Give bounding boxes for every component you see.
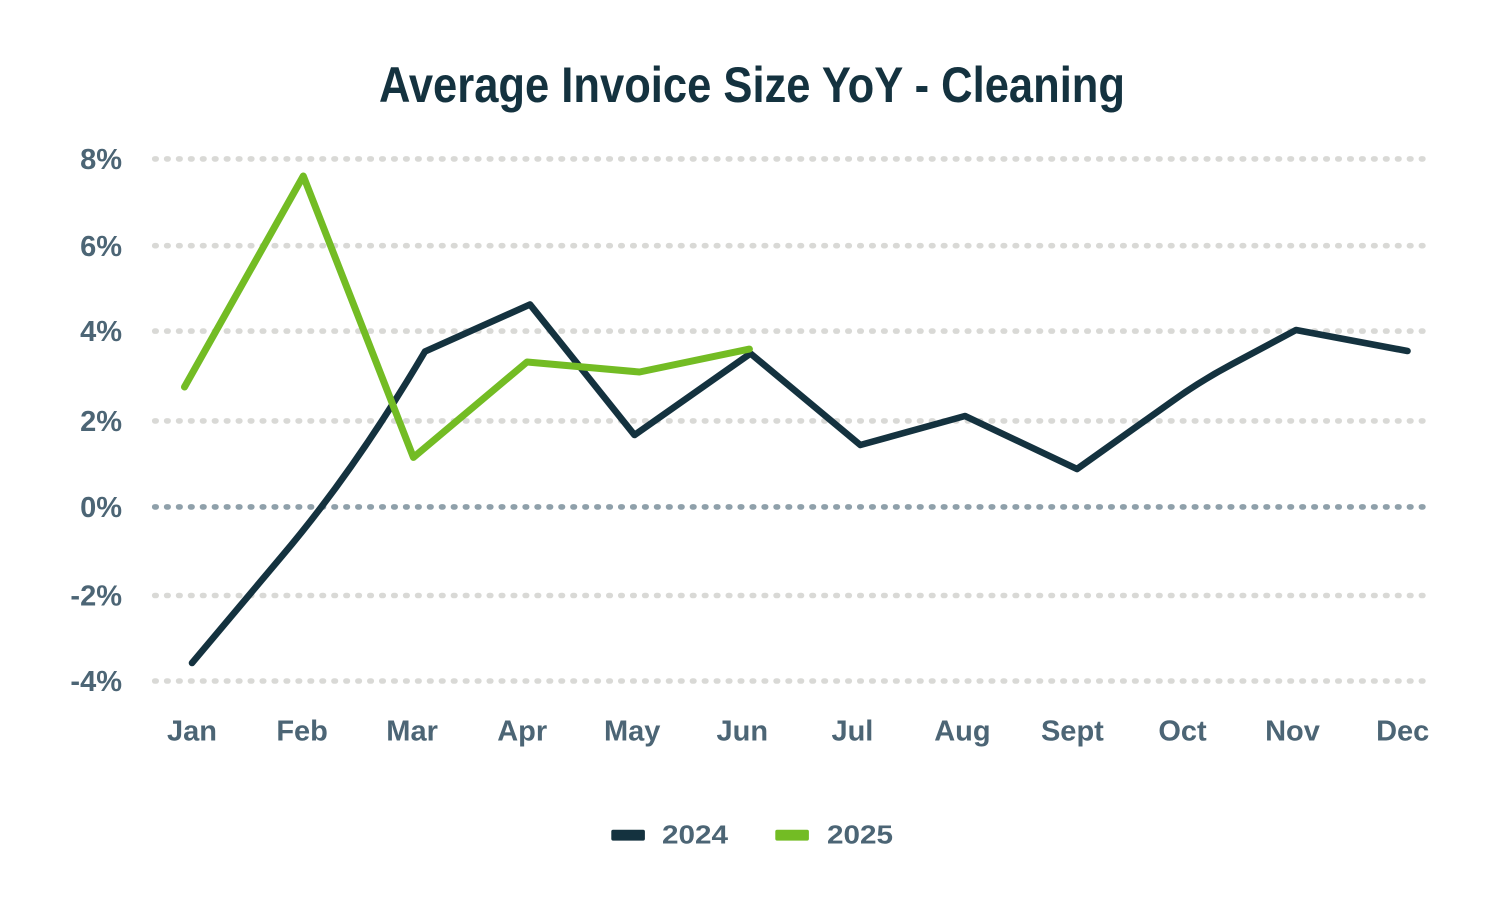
svg-text:Jan: Jan: [167, 716, 217, 748]
svg-text:-4%: -4%: [70, 666, 122, 698]
svg-text:Dec: Dec: [1376, 716, 1429, 748]
svg-text:8%: 8%: [80, 144, 122, 176]
svg-text:Mar: Mar: [386, 716, 438, 748]
svg-text:-2%: -2%: [70, 581, 122, 613]
svg-text:2024: 2024: [662, 822, 729, 850]
svg-text:2025: 2025: [827, 822, 893, 850]
svg-text:Nov: Nov: [1265, 716, 1320, 748]
svg-text:Jul: Jul: [831, 716, 873, 748]
svg-text:Average Invoice Size YoY - Cle: Average Invoice Size YoY - Cleaning: [379, 57, 1125, 113]
svg-text:6%: 6%: [80, 231, 122, 263]
svg-text:Sept: Sept: [1041, 716, 1104, 748]
svg-text:4%: 4%: [80, 316, 122, 348]
svg-text:Jun: Jun: [717, 716, 769, 748]
svg-text:Aug: Aug: [934, 716, 990, 748]
svg-text:Feb: Feb: [276, 716, 328, 748]
svg-text:May: May: [604, 716, 660, 748]
svg-text:Apr: Apr: [497, 716, 547, 748]
svg-text:Oct: Oct: [1158, 716, 1207, 748]
svg-text:2%: 2%: [80, 406, 122, 438]
svg-text:0%: 0%: [80, 492, 122, 524]
